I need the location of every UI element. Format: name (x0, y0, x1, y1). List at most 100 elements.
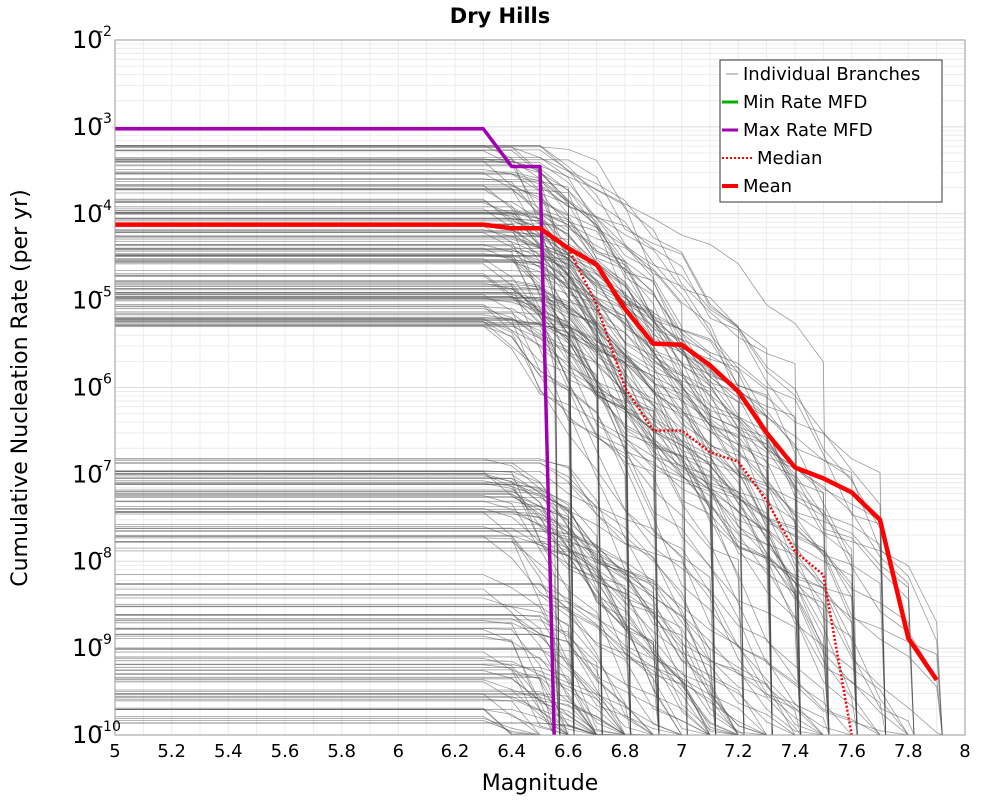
branch-line (115, 165, 830, 736)
branch-line (115, 471, 575, 736)
legend-label-median: Median (757, 148, 822, 169)
legend-box (719, 59, 943, 203)
branch-line (115, 473, 829, 736)
branch-line (115, 231, 717, 736)
y-tick-label: 10 (72, 26, 103, 54)
branch-line (115, 248, 660, 736)
branch-line (115, 319, 887, 736)
branch-line (115, 145, 858, 736)
y-tick-label: 10 (72, 200, 103, 228)
mean-line (115, 222, 939, 682)
y-tick-exponent: -3 (98, 111, 112, 127)
branch-line (115, 201, 830, 736)
x-tick-label: 5.2 (157, 741, 186, 762)
branch-line (115, 294, 915, 736)
x-tick-label: 7.2 (724, 741, 753, 762)
y-tick-label: 10 (72, 287, 103, 315)
branch-line (115, 171, 887, 736)
plot-frame (114, 39, 966, 736)
x-tick-label: 8 (959, 741, 970, 762)
branch-line (115, 149, 773, 736)
branch-line (115, 189, 858, 736)
branch-line (115, 320, 632, 736)
y-tick-exponent: -10 (98, 719, 121, 735)
legend-label-branches: Individual Branches (743, 64, 920, 85)
branch-line (115, 308, 603, 736)
chart-title: Dry Hills (450, 4, 550, 28)
branch-line (115, 460, 688, 736)
legend: Individual Branches Min Rate MFD Max Rat… (719, 59, 943, 203)
branch-line (115, 317, 914, 736)
legend-label-max-rate: Max Rate MFD (743, 120, 873, 141)
y-tick-exponent: -7 (98, 458, 112, 474)
branch-line (115, 145, 773, 736)
x-axis-label: Magnitude (482, 771, 599, 796)
branch-line (115, 185, 802, 736)
max-rate-mfd-line (115, 127, 556, 736)
branch-line (115, 318, 802, 736)
branch-line (115, 258, 886, 736)
branch-line (115, 255, 745, 736)
branch-line (115, 495, 561, 736)
branch-line (115, 273, 830, 736)
legend-label-mean: Mean (743, 176, 792, 197)
x-tick-label: 5.8 (327, 741, 356, 762)
branch-line (115, 605, 575, 736)
y-tick-exponent: -8 (98, 545, 112, 561)
branch-line (115, 223, 773, 736)
branch-line (115, 210, 773, 736)
branch-line (115, 619, 603, 736)
y-tick-label: 10 (72, 113, 103, 141)
x-tick-label: 5 (109, 741, 120, 762)
branch-line (115, 511, 802, 736)
x-tick-label: 6.4 (497, 741, 526, 762)
branch-line (115, 145, 802, 736)
branch-line (115, 496, 575, 736)
branch-line (115, 482, 886, 736)
branch-line (115, 254, 660, 736)
y-tick-exponent: -2 (98, 24, 112, 40)
branch-line (115, 494, 660, 736)
branch-line (115, 462, 829, 736)
branch-line (115, 535, 744, 736)
x-tick-label: 7.4 (781, 741, 810, 762)
y-tick-exponent: -6 (98, 372, 112, 388)
branch-line (115, 500, 660, 736)
x-tick-label: 6.6 (554, 741, 583, 762)
branch-line (115, 647, 716, 736)
branch-line (115, 255, 773, 736)
x-tick-label: 6.2 (441, 741, 470, 762)
branch-line (115, 292, 858, 736)
x-tick-label: 5.6 (271, 741, 300, 762)
branch-line (115, 574, 561, 736)
branch-line (115, 225, 943, 736)
y-tick-label: 10 (72, 547, 103, 575)
branch-line (115, 298, 802, 736)
branch-line (115, 229, 717, 736)
branch-line (115, 322, 773, 736)
branch-line (115, 241, 943, 736)
branch-line (115, 489, 603, 736)
branch-line (115, 146, 802, 736)
branch-line (115, 263, 802, 736)
y-tick-exponent: -4 (98, 198, 112, 214)
branch-line (115, 212, 773, 736)
y-tick-label: 10 (72, 721, 103, 749)
branch-line (115, 297, 914, 736)
branch-line (115, 297, 773, 736)
branch-line (115, 314, 914, 736)
branch-line (115, 169, 887, 736)
branch-line (115, 275, 717, 736)
y-tick-exponent: -9 (98, 632, 112, 648)
branch-line (115, 511, 632, 736)
x-tick-label: 7.8 (894, 741, 923, 762)
x-tick-label: 7 (676, 741, 687, 762)
x-tick-label: 6 (393, 741, 404, 762)
legend-label-min-rate: Min Rate MFD (743, 92, 867, 113)
y-tick-exponent: -5 (98, 285, 112, 301)
branch-line (115, 511, 660, 736)
branch-line (115, 238, 943, 736)
y-tick-label: 10 (72, 634, 103, 662)
